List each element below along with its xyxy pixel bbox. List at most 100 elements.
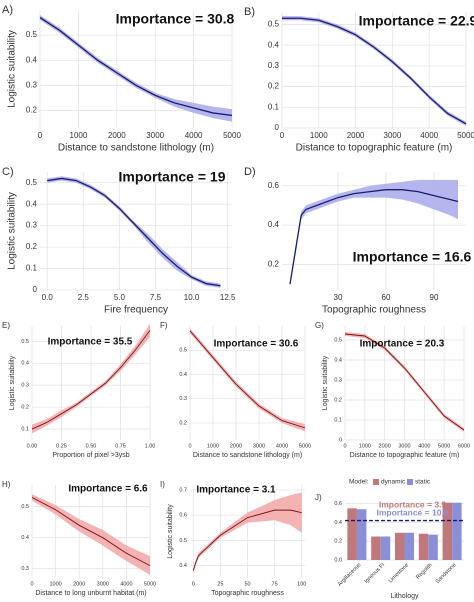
y-tick-label: 0.5 — [26, 30, 38, 39]
x-tick-label: 4000 — [418, 443, 430, 449]
legend-title: Model: — [349, 479, 369, 486]
x-tick-label: 2.5 — [78, 293, 90, 302]
y-tick-label: 0.3 — [21, 566, 29, 572]
x-axis-title: Fire frequency — [104, 305, 168, 316]
x-tick-label: 0.00 — [27, 443, 38, 449]
x-tick-label: Argillaceous — [337, 562, 363, 588]
x-tick-label: 2000 — [347, 131, 365, 140]
confidence-band — [47, 176, 221, 288]
x-tick-label: 5000 — [438, 443, 450, 449]
x-tick-label: 90 — [430, 293, 439, 302]
y-axis-title: Logistic suitability — [7, 30, 18, 108]
importance-annotation: Importance = 16.6 — [353, 249, 472, 265]
x-tick-label: 2000 — [73, 581, 85, 587]
bar — [371, 536, 381, 560]
bar — [452, 502, 462, 560]
bar — [418, 533, 429, 560]
bar — [356, 509, 367, 560]
y-tick-label: 0.5 — [334, 337, 342, 343]
x-tick-label: 5.0 — [114, 293, 126, 302]
x-tick-label: 30 — [334, 293, 343, 302]
x-tick-label: 3000 — [146, 131, 164, 140]
panel-label: I) — [160, 480, 165, 489]
panel-label: J) — [315, 493, 322, 502]
x-axis-title: Topographic roughness — [322, 305, 426, 316]
bar — [428, 534, 438, 560]
x-tick-label: 2000 — [230, 443, 242, 449]
legend-label: dynamic — [381, 479, 406, 486]
y-tick-label: 0.2 — [26, 106, 38, 115]
importance-annotation: Importance = 10.9 — [376, 507, 448, 517]
x-tick-label: 3000 — [97, 581, 109, 587]
x-tick-label: 1000 — [49, 581, 61, 587]
curve — [189, 330, 306, 429]
bar — [404, 532, 415, 560]
x-tick-label: 25 — [217, 581, 223, 587]
y-tick-label: 0.3 — [26, 80, 38, 89]
y-tick-label: 0.2 — [334, 397, 342, 403]
bar — [380, 536, 391, 560]
panel-label: F) — [160, 321, 168, 330]
y-tick-label: 0.2 — [26, 242, 38, 251]
y-tick-label: 0.3 — [179, 396, 187, 402]
x-tick-label: 2000 — [379, 443, 391, 449]
x-tick-label: Igneous FI — [364, 562, 387, 585]
x-tick-label: 0.50 — [86, 443, 97, 449]
y-tick-label: 0.3 — [268, 61, 280, 70]
y-tick-label: 0 — [339, 437, 342, 443]
bar — [347, 508, 357, 560]
y-axis-title: Logistic suitability — [9, 355, 16, 410]
x-tick-label: 0 — [192, 581, 195, 587]
curve — [289, 189, 459, 285]
y-tick-label: 0.1 — [26, 264, 38, 273]
y-tick-label: 0.2 — [268, 82, 280, 91]
x-tick-label: 7.5 — [150, 293, 162, 302]
importance-annotation: Importance = 3.1 — [196, 485, 276, 496]
curve — [282, 17, 467, 125]
y-tick-label: 0.1 — [334, 417, 342, 423]
x-tick-label: 3000 — [398, 443, 410, 449]
x-axis-title: Topographic roughness — [211, 590, 284, 597]
x-tick-label: 0.0 — [42, 293, 54, 302]
y-tick-label: 0.3 — [21, 383, 29, 389]
legend-swatch — [373, 479, 379, 485]
y-tick-label: 0.4 — [268, 40, 280, 49]
y-tick-label: 0.4 — [179, 372, 187, 378]
x-tick-label: 2000 — [108, 131, 126, 140]
x-axis-title: Proportion of pixel >3ysb — [52, 452, 129, 459]
panel-label: E) — [2, 321, 10, 330]
curve — [31, 330, 151, 430]
x-tick-label: 6000 — [458, 443, 470, 449]
x-tick-label: Limestone — [388, 562, 410, 584]
curve — [39, 16, 233, 117]
y-tick-label: 0.1 — [268, 102, 280, 111]
confidence-band — [290, 179, 458, 287]
y-tick-label: 0.4 — [21, 361, 29, 367]
x-tick-label: 0.75 — [115, 443, 126, 449]
y-tick-label: 0.5 — [179, 348, 187, 354]
x-tick-label: 60 — [382, 293, 391, 302]
y-axis-title: Logistic suitability — [7, 192, 18, 270]
y-tick-label: 0.4 — [179, 563, 187, 569]
y-tick-label: 0.3 — [334, 377, 342, 383]
x-tick-label: 5000 — [457, 131, 474, 140]
x-tick-label: 4000 — [420, 131, 438, 140]
importance-annotation: Importance = 35.5 — [48, 337, 133, 348]
y-tick-label: 0.5 — [21, 504, 29, 510]
x-tick-label: Sandstone — [435, 562, 458, 585]
importance-annotation: Importance = 30.8 — [116, 11, 235, 27]
x-tick-label: 0 — [280, 131, 285, 140]
y-tick-label: 0.4 — [334, 520, 342, 526]
curve — [344, 333, 465, 431]
y-tick-label: 0.4 — [268, 220, 280, 229]
panel-label: G) — [315, 321, 324, 330]
x-axis-title: Distance to sandstone lithology (m) — [193, 452, 302, 459]
curve — [192, 509, 302, 571]
x-tick-label: 0 — [343, 443, 346, 449]
y-tick-label: 0.4 — [21, 535, 29, 541]
panel-label: H) — [2, 480, 11, 489]
panel-label: B) — [244, 6, 255, 18]
y-tick-label: 0.4 — [26, 199, 38, 208]
confidence-band — [40, 15, 232, 122]
